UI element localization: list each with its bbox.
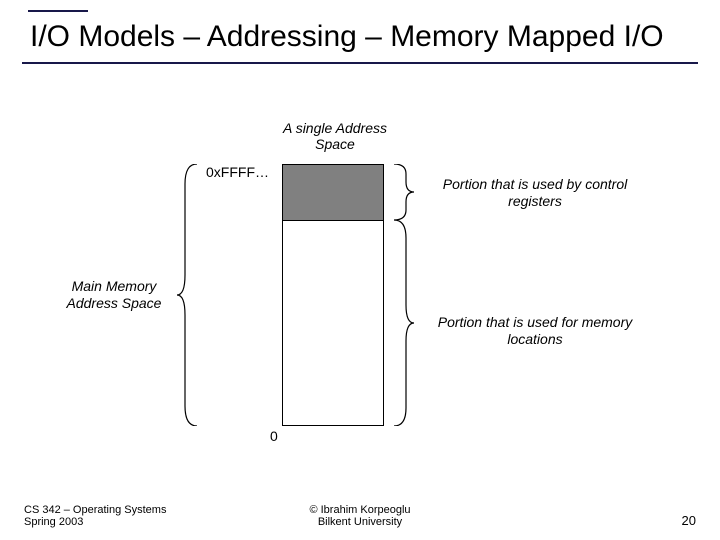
control-registers-label: Portion that is used by control register…: [430, 176, 640, 210]
main-memory-label: Main Memory Address Space: [54, 278, 174, 312]
right-brace-bottom-icon: [390, 220, 414, 426]
title-rule-bottom: [22, 62, 698, 64]
page-number: 20: [682, 513, 696, 528]
university-line: Bilkent University: [0, 516, 720, 528]
right-brace-top-icon: [390, 164, 414, 220]
footer-center: © Ibrahim Korpeoglu Bilkent University: [0, 504, 720, 528]
control-register-region: [283, 165, 383, 221]
copyright-line: © Ibrahim Korpeoglu: [0, 504, 720, 516]
slide-title: I/O Models – Addressing – Memory Mapped …: [22, 12, 698, 62]
address-space-caption: A single Address Space: [270, 120, 400, 152]
title-block: I/O Models – Addressing – Memory Mapped …: [22, 10, 698, 64]
memory-locations-label: Portion that is used for memory location…: [430, 314, 640, 348]
diagram: A single Address Space 0xFFFF… 0 Main Me…: [0, 120, 720, 460]
left-brace-icon: [177, 164, 201, 426]
bottom-address-label: 0: [270, 428, 278, 444]
top-address-label: 0xFFFF…: [206, 164, 269, 180]
memory-box: [282, 164, 384, 426]
footer: CS 342 – Operating Systems Spring 2003 ©…: [0, 494, 720, 528]
slide: I/O Models – Addressing – Memory Mapped …: [0, 0, 720, 540]
